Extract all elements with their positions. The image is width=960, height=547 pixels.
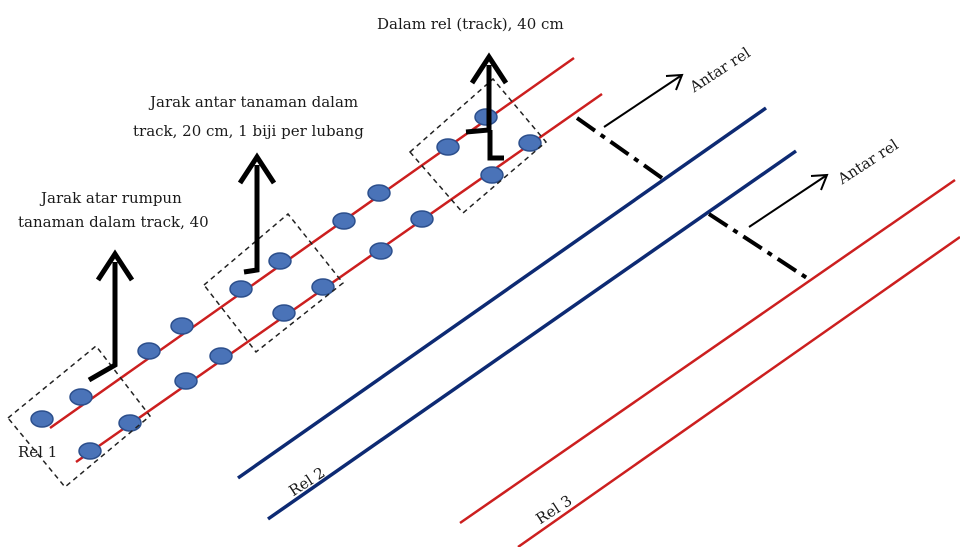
indicator-arrow-left — [87, 249, 135, 383]
label-clump-spacing-line2: tanaman dalam track, 40 — [18, 213, 209, 231]
rel2-track-upper — [236, 106, 768, 480]
seed — [272, 304, 296, 322]
seed — [229, 280, 253, 298]
seed — [367, 184, 391, 202]
label-clump-spacing-line1: Jarak atar rumpun — [41, 189, 182, 207]
between-rail-dash-2 — [707, 212, 812, 282]
antar-rel-arrow-2 — [748, 173, 829, 228]
label-plant-spacing-line2: track, 20 cm, 1 biji per lubang — [133, 122, 364, 140]
seed — [78, 442, 102, 460]
seed — [209, 347, 233, 365]
label-rel-1: Rel 1 — [18, 443, 58, 461]
between-rail-dash-1 — [575, 116, 664, 180]
seed — [69, 388, 93, 406]
seeds-lower-track — [78, 134, 542, 460]
seed — [170, 317, 194, 335]
seed — [332, 212, 356, 230]
seed — [410, 210, 434, 228]
label-plant-spacing-line1: Jarak antar tanaman dalam — [150, 93, 359, 111]
seed — [30, 410, 54, 428]
rel3-track-upper — [459, 178, 956, 525]
seed — [137, 342, 161, 360]
label-track-width: Dalam rel (track), 40 cm — [377, 15, 564, 33]
dashed-box-clump-left — [6, 344, 152, 489]
seed — [369, 242, 393, 260]
rel2-track-lower — [266, 149, 798, 521]
dashed-box-clump-right — [408, 77, 548, 215]
seed — [268, 252, 292, 270]
seed — [174, 372, 198, 390]
dashed-box-clump-middle — [202, 212, 345, 354]
seeds-upper-track — [30, 108, 498, 428]
seed — [436, 138, 460, 156]
antar-rel-arrow-1 — [603, 73, 684, 128]
rel3-track-lower — [517, 235, 960, 547]
seed — [474, 108, 498, 126]
seed — [480, 166, 504, 184]
seed — [118, 414, 142, 432]
indicator-arrow-middle — [237, 152, 277, 275]
indicator-arrow-top — [465, 52, 509, 161]
seed — [518, 134, 542, 152]
seed — [311, 278, 335, 296]
